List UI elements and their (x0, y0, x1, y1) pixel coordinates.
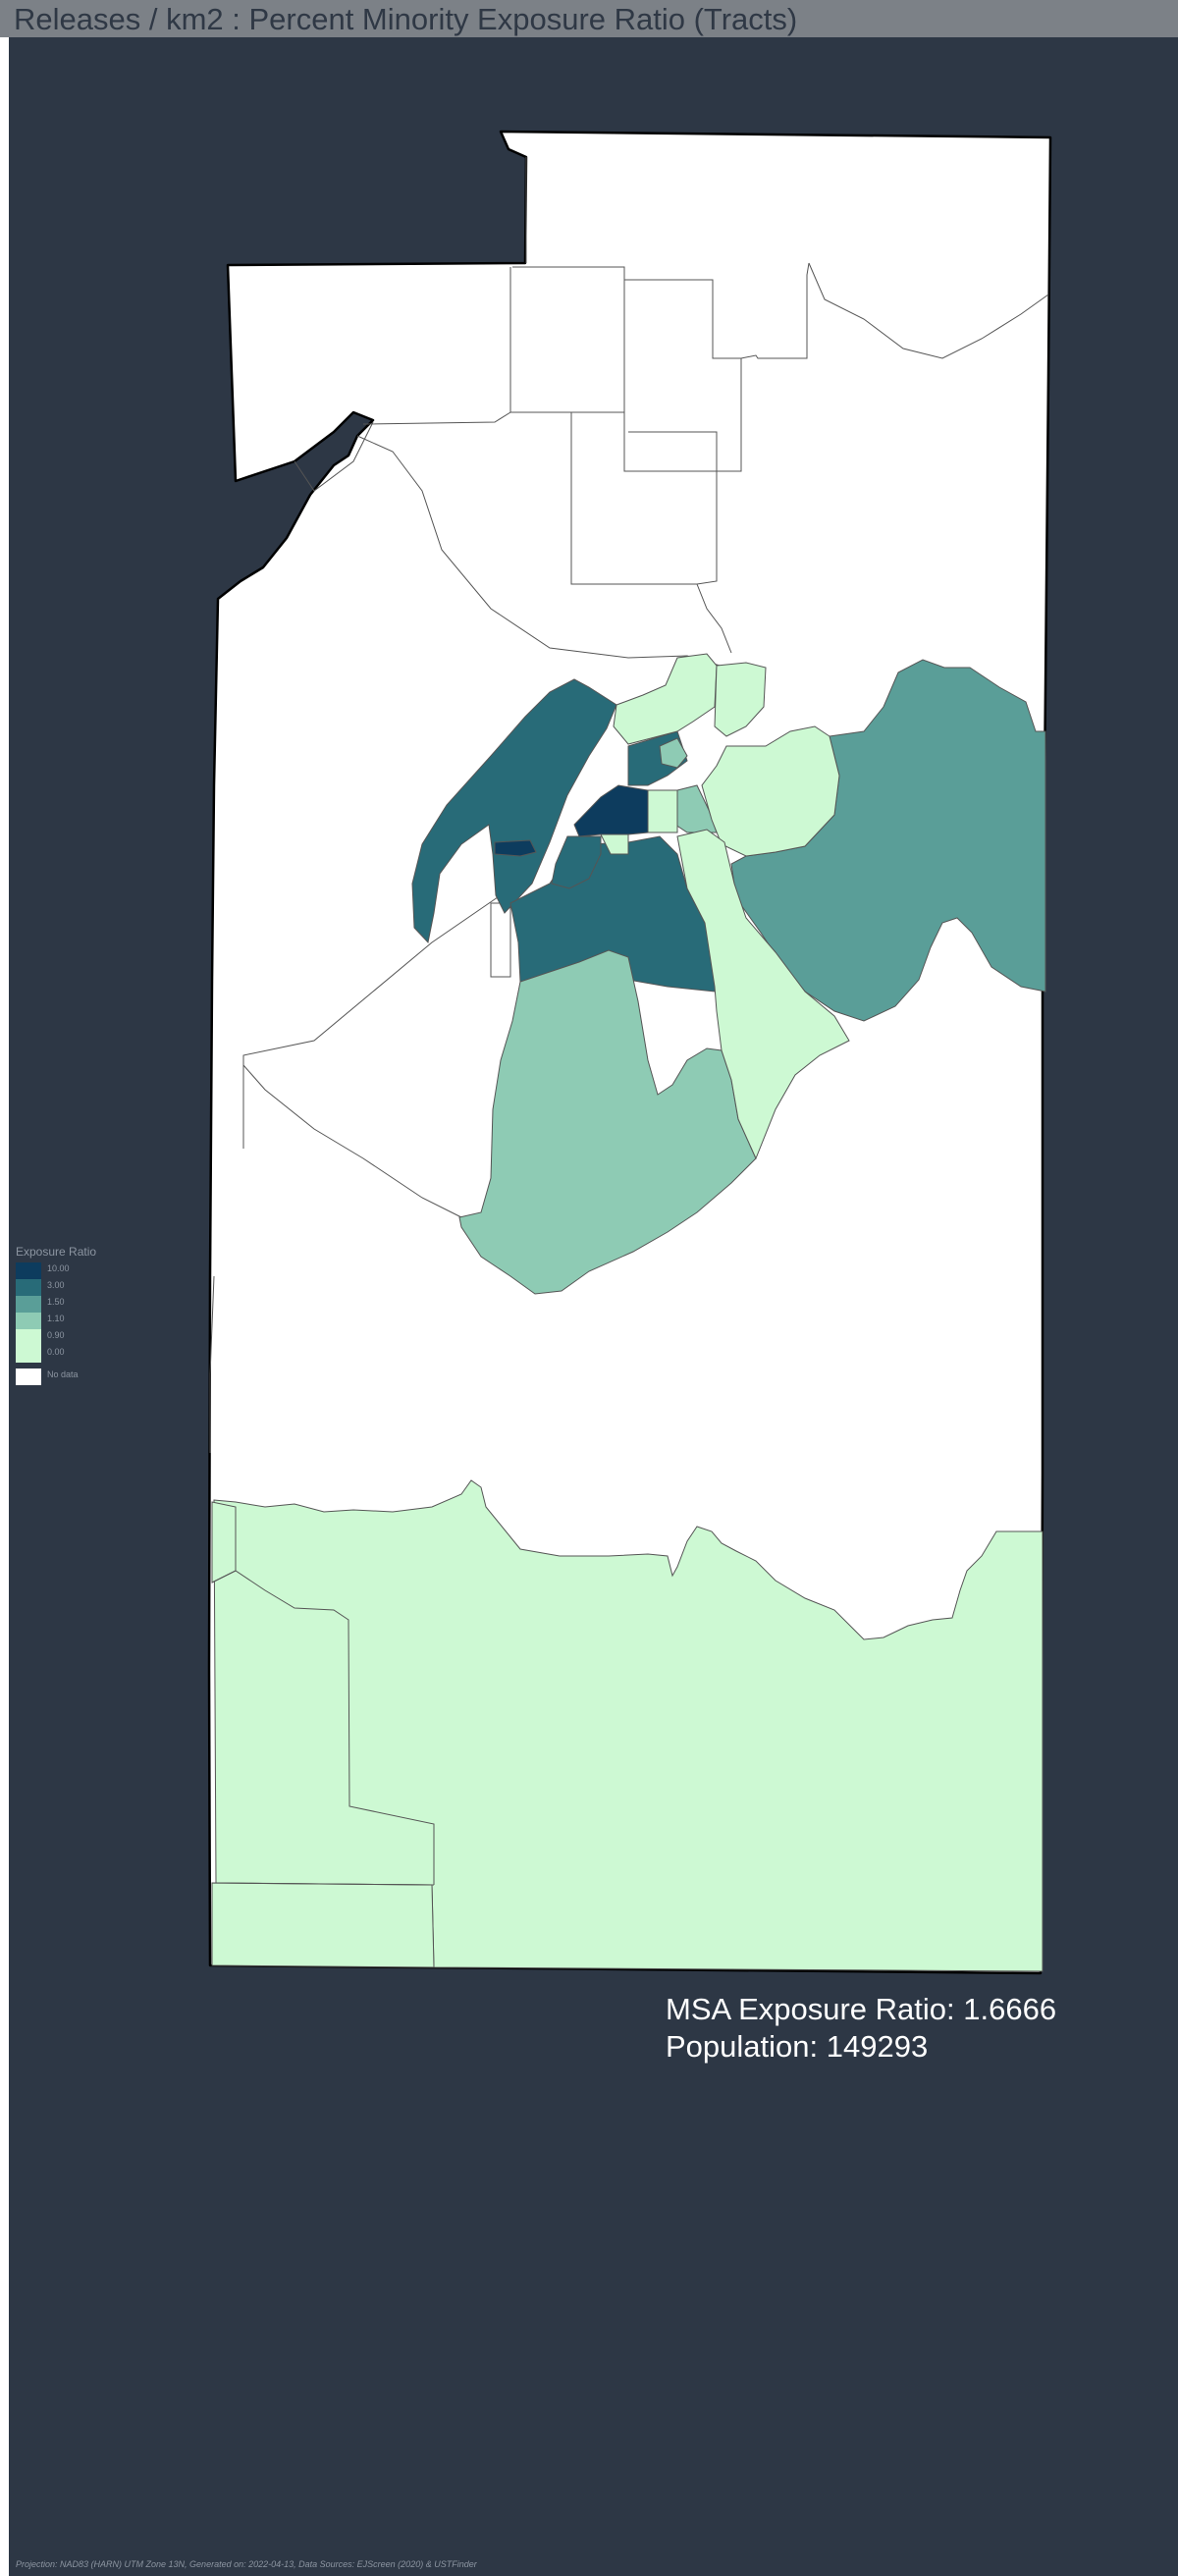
legend-swatch (16, 1262, 41, 1279)
legend-swatch (16, 1368, 41, 1385)
legend-label: 0.00 (47, 1347, 65, 1357)
tract-east-1-50 (730, 659, 1046, 1022)
legend-item-1-50: 1.50 (16, 1296, 153, 1313)
southern-boundaries (211, 1570, 435, 1886)
tract-south-1-10 (458, 949, 757, 1295)
map-title: Releases / km2 : Percent Minority Exposu… (14, 2, 798, 36)
title-bar: Releases / km2 : Percent Minority Exposu… (0, 0, 1178, 37)
legend-item-10-00: 10.00 (16, 1262, 153, 1279)
tract-core-1-10-b (659, 737, 688, 769)
legend-label: 3.00 (47, 1280, 65, 1290)
legend-item-no-data: No data (16, 1368, 153, 1385)
summary-stats: MSA Exposure Ratio: 1.6666 Population: 1… (666, 1991, 1056, 2066)
legend-label: 10.00 (47, 1263, 70, 1273)
tract-south-0-90-large (213, 1479, 1044, 1972)
tract-sw-0-90 (211, 1882, 435, 1968)
legend: Exposure Ratio 10.00 3.00 1.50 1.10 0.90… (16, 1245, 153, 1385)
legend-label: No data (47, 1369, 79, 1379)
legend-item-0-90: 0.90 (16, 1329, 153, 1346)
legend-swatch (16, 1329, 41, 1346)
map-footer: Projection: NAD83 (HARN) UTM Zone 13N, G… (16, 2559, 477, 2569)
legend-item-0-00: 0.00 (16, 1346, 153, 1363)
legend-swatch (16, 1346, 41, 1363)
legend-label: 1.10 (47, 1314, 65, 1323)
tract-w-0-90-strip (211, 1501, 237, 1583)
legend-swatch (16, 1296, 41, 1313)
tract-core-3-00-b (551, 835, 602, 889)
msa-exposure-ratio: MSA Exposure Ratio: 1.6666 (666, 1992, 1057, 2026)
tract-core-0-90-b (600, 833, 629, 855)
tract-west-10-00 (494, 839, 537, 857)
legend-label: 0.90 (47, 1330, 65, 1340)
tract-se-0-90 (676, 829, 850, 1160)
tract-nw-3-00 (411, 678, 617, 944)
tract-north-0-90-b (714, 662, 767, 737)
legend-swatch (16, 1279, 41, 1296)
legend-item-3-00: 3.00 (16, 1279, 153, 1296)
tract-boundaries (209, 157, 1049, 1453)
legend-label: 1.50 (47, 1297, 65, 1307)
legend-item-1-10: 1.10 (16, 1313, 153, 1329)
tracts-exposure-data[interactable] (211, 653, 1046, 1972)
tract-core-0-90-a (647, 789, 678, 833)
legend-title: Exposure Ratio (16, 1245, 97, 1259)
legend-swatch (16, 1313, 41, 1329)
tract-ne-0-90 (701, 725, 840, 857)
population: Population: 149293 (666, 2029, 929, 2064)
